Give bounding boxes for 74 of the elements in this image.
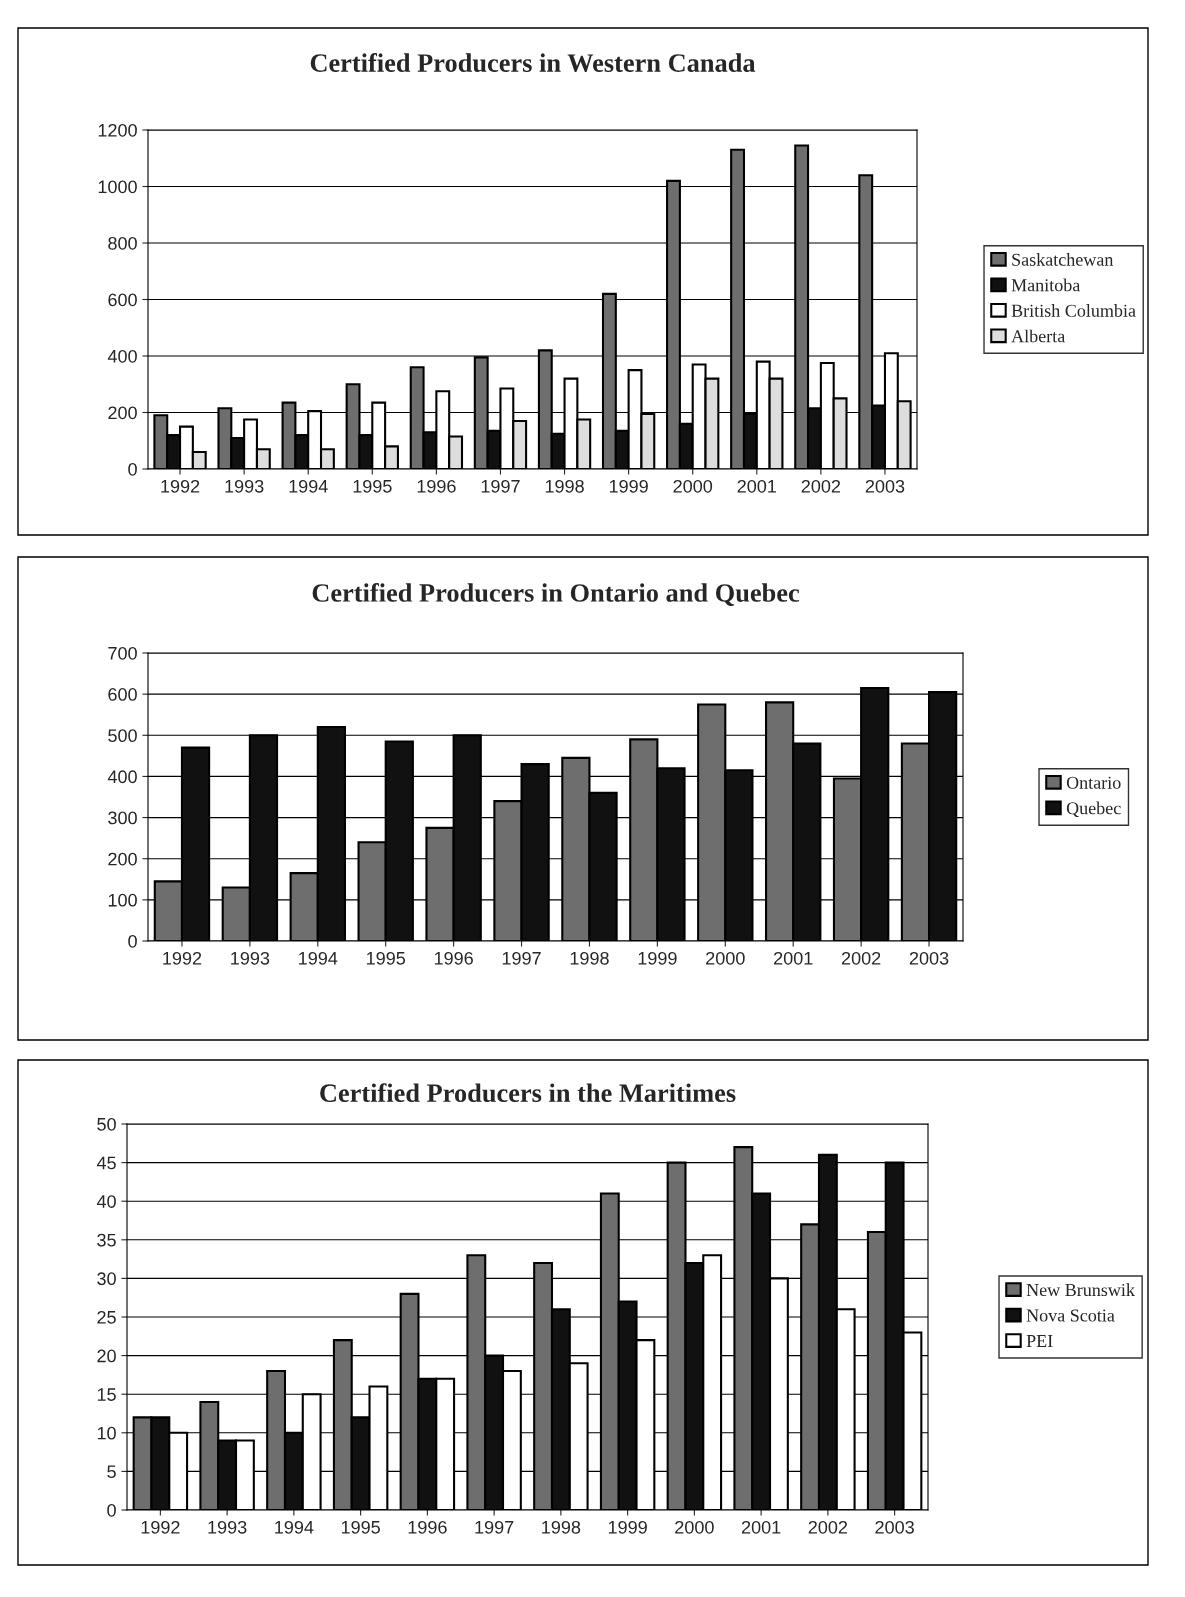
x-tick-label: 1994	[275, 1520, 314, 1534]
x-tick-label: 2001	[737, 479, 776, 493]
x-tick-label: 1994	[289, 479, 328, 493]
y-tick-label: 700	[108, 646, 137, 660]
y-tick-label: 200	[108, 406, 137, 420]
chart-title: Certified Producers in Western Canada	[310, 53, 756, 73]
x-tick-label: 1995	[353, 479, 392, 493]
y-tick-label: 500	[108, 729, 137, 743]
x-tick-label: 1999	[608, 1520, 647, 1534]
x-tick-label: 1993	[225, 479, 264, 493]
chart-title: Certified Producers in Ontario and Quebec	[312, 583, 800, 606]
x-tick-label: 1996	[408, 1520, 447, 1534]
x-tick-label: 1992	[163, 951, 202, 965]
legend-label: PEI	[1026, 1335, 1053, 1347]
x-tick-label: 2002	[801, 479, 841, 493]
y-tick-label: 50	[97, 1117, 116, 1131]
y-tick-label: 800	[108, 236, 137, 250]
x-tick-label: 1998	[545, 479, 584, 493]
x-tick-label: 1996	[417, 479, 456, 493]
x-tick-label: 1998	[570, 951, 609, 965]
x-tick-label: 1995	[367, 951, 406, 965]
y-tick-label: 5	[107, 1465, 116, 1479]
x-tick-label: 1996	[434, 951, 473, 965]
y-tick-label: 600	[108, 688, 137, 701]
y-tick-label: 100	[108, 893, 137, 907]
y-tick-label: 40	[96, 1195, 116, 1208]
x-tick-label: 1993	[231, 951, 270, 965]
y-tick-label: 0	[128, 462, 137, 476]
y-tick-label: 1000	[98, 180, 137, 194]
y-tick-label: 15	[97, 1388, 116, 1401]
x-tick-label: 2002	[841, 951, 881, 965]
y-tick-label: 400	[107, 770, 137, 784]
x-tick-label: 1999	[609, 479, 648, 493]
chart-title: Certified Producers in the Maritimes	[320, 1083, 736, 1103]
y-tick-label: 30	[97, 1272, 116, 1286]
y-tick-label: 10	[97, 1426, 116, 1440]
y-tick-label: 400	[107, 349, 137, 363]
x-tick-label: 1999	[638, 951, 677, 965]
y-tick-label: 35	[97, 1233, 116, 1247]
x-tick-label: 2003	[865, 479, 905, 493]
x-tick-label: 2003	[875, 1520, 914, 1534]
y-tick-label: 1200	[98, 123, 137, 137]
legend-label: British Columbia	[1011, 304, 1136, 317]
legend-label: New Brunswik	[1026, 1283, 1135, 1297]
x-tick-label: 2000	[706, 951, 745, 965]
x-tick-label: 1997	[502, 951, 541, 965]
x-tick-label: 2000	[675, 1520, 714, 1534]
y-tick-label: 25	[97, 1310, 116, 1324]
y-tick-label: 20	[97, 1349, 116, 1363]
x-tick-label: 2001	[741, 1520, 781, 1534]
x-tick-label: 1997	[481, 479, 520, 493]
x-tick-label: 1998	[542, 1520, 581, 1534]
legend-label: Ontario	[1066, 776, 1121, 789]
legend-label: Saskatchewan	[1012, 253, 1114, 266]
x-tick-label: 1994	[299, 951, 338, 965]
x-tick-label: 2001	[774, 951, 813, 965]
y-tick-label: 300	[108, 811, 137, 825]
y-tick-label: 0	[107, 1503, 116, 1517]
y-tick-label: 600	[108, 293, 137, 307]
x-tick-label: 1992	[141, 1520, 180, 1534]
x-tick-label: 2002	[808, 1520, 848, 1534]
legend-label: Alberta	[1011, 329, 1065, 343]
legend-label: Quebec	[1066, 801, 1121, 818]
x-tick-label: 1997	[475, 1520, 514, 1534]
y-tick-label: 0	[128, 934, 137, 948]
legend-label: Manitoba	[1011, 278, 1081, 292]
y-tick-label: 200	[108, 852, 137, 866]
x-tick-label: 2003	[909, 951, 949, 965]
x-tick-label: 1993	[208, 1520, 247, 1534]
x-tick-label: 1992	[161, 479, 200, 493]
legend-label: Nova Scotia	[1026, 1309, 1115, 1322]
x-tick-label: 2000	[673, 479, 713, 493]
y-tick-label: 45	[96, 1156, 116, 1170]
x-tick-label: 1995	[341, 1520, 380, 1534]
